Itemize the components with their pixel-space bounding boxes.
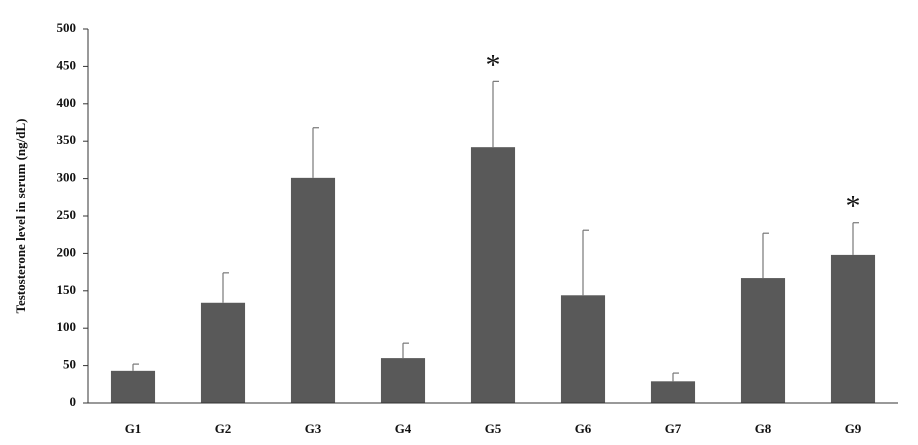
annotation: * bbox=[486, 48, 501, 81]
bar bbox=[740, 278, 786, 403]
y-tick-label: 450 bbox=[57, 57, 77, 72]
error-bar bbox=[852, 222, 859, 255]
x-tick-label: G5 bbox=[485, 421, 502, 436]
error-bar bbox=[222, 272, 229, 303]
bar bbox=[470, 147, 516, 403]
error-bar bbox=[762, 232, 769, 279]
bar bbox=[290, 177, 336, 403]
y-tick-label: 250 bbox=[57, 207, 77, 222]
y-tick-label: 50 bbox=[63, 357, 76, 372]
x-tick-label: G4 bbox=[395, 421, 412, 436]
bar bbox=[650, 381, 696, 403]
x-tick-label: G1 bbox=[125, 421, 142, 436]
error-bar bbox=[132, 363, 139, 371]
x-tick-label: G9 bbox=[845, 421, 862, 436]
bar bbox=[200, 302, 246, 403]
y-tick-label: 100 bbox=[57, 319, 77, 334]
y-tick-label: 500 bbox=[57, 20, 77, 35]
x-tick-label: G6 bbox=[575, 421, 592, 436]
error-bar bbox=[312, 127, 319, 178]
y-tick-label: 350 bbox=[57, 132, 77, 147]
error-bar bbox=[492, 80, 499, 148]
x-tick-label: G8 bbox=[755, 421, 772, 436]
bar bbox=[830, 254, 876, 403]
y-axis-title: Testosterone level in serum (ng/dL) bbox=[13, 119, 28, 314]
error-bar bbox=[582, 229, 589, 296]
annotation: * bbox=[846, 190, 861, 223]
bar bbox=[560, 295, 606, 403]
error-bar bbox=[672, 372, 679, 382]
bar bbox=[110, 370, 156, 403]
y-tick-label: 300 bbox=[57, 170, 77, 185]
x-tick-label: G7 bbox=[665, 421, 682, 436]
x-tick-label: G3 bbox=[305, 421, 322, 436]
y-tick-label: 0 bbox=[70, 394, 77, 409]
y-tick-label: 200 bbox=[57, 244, 77, 259]
y-tick-label: 400 bbox=[57, 95, 77, 110]
error-bar bbox=[402, 342, 409, 359]
y-tick-label: 150 bbox=[57, 282, 77, 297]
bar bbox=[380, 358, 426, 403]
x-tick-label: G2 bbox=[215, 421, 232, 436]
